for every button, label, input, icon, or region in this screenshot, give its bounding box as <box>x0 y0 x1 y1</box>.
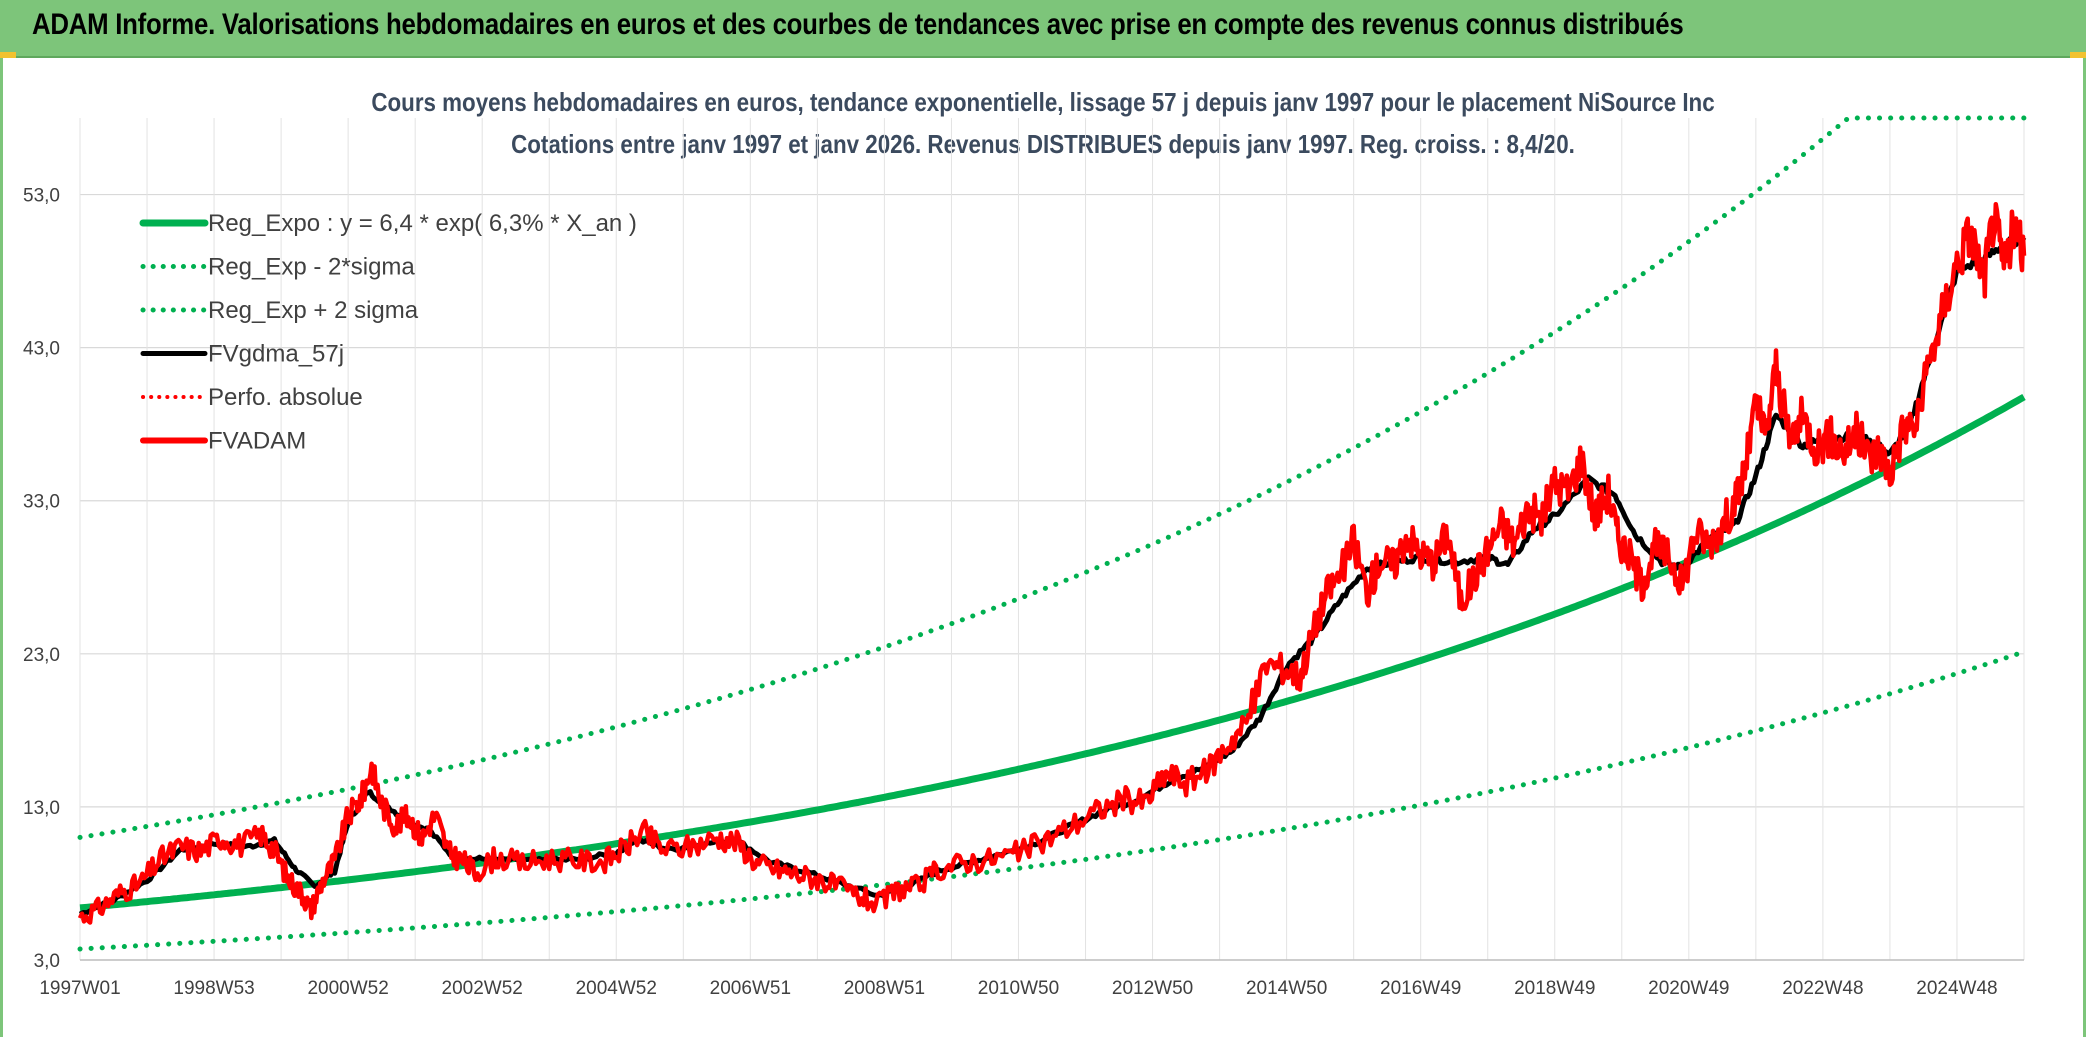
y-tick-label: 3,0 <box>34 951 60 972</box>
x-tick-label: 2000W52 <box>307 978 388 999</box>
x-tick-label: 2024W48 <box>1916 978 1997 999</box>
chart-subtitle: Cotations entre janv 1997 et janv 2026. … <box>511 129 1575 159</box>
y-tick-label: 33,0 <box>23 492 60 513</box>
x-tick-label: 2012W50 <box>1112 978 1193 999</box>
x-tick-label: 2018W49 <box>1514 978 1595 999</box>
y-axis: 3,0 13,0 23,0 33,0 43,0 53,0 <box>23 186 60 972</box>
x-tick-label: 2020W49 <box>1648 978 1729 999</box>
chart-title: Cours moyens hebdomadaires en euros, ten… <box>371 87 1715 117</box>
y-tick-label: 13,0 <box>23 798 60 819</box>
legend-label: FVgdma_57j <box>208 341 344 368</box>
series-reg-expo <box>79 393 2026 912</box>
x-tick-label: 2016W49 <box>1380 978 1461 999</box>
corner-mark-right <box>2070 52 2086 58</box>
series-fvgdma-57j <box>78 232 2027 917</box>
x-tick-label: 1998W53 <box>173 978 254 999</box>
chart-frame <box>0 58 2086 1037</box>
legend-label: Reg_Exp - 2*sigma <box>208 254 415 281</box>
legend-label: Reg_Expo : y = 6,4 * exp( 6,3% * X_an ) <box>208 210 637 237</box>
y-tick-label: 23,0 <box>23 645 60 666</box>
corner-mark-left <box>0 52 16 58</box>
x-tick-label: 2008W51 <box>844 978 925 999</box>
x-tick-label: 2010W50 <box>978 978 1059 999</box>
legend-label: Perfo. absolue <box>208 384 363 411</box>
x-axis: 1997W01 1998W53 2000W52 2002W52 2004W52 2006W… <box>39 978 1997 999</box>
y-tick-label: 53,0 <box>23 186 60 207</box>
x-tick-label: 2014W50 <box>1246 978 1327 999</box>
x-tick-label: 2006W51 <box>710 978 791 999</box>
chart-legend: Reg_Expo : y = 6,4 * exp( 6,3% * X_an ) R… <box>139 210 637 455</box>
x-tick-label: 2002W52 <box>442 978 523 999</box>
x-tick-label: 1997W01 <box>39 978 120 999</box>
series-reg-exp-minus-2sigma <box>77 649 2027 952</box>
legend-label: Reg_Exp + 2 sigma <box>208 297 419 324</box>
chart-series <box>77 115 2027 952</box>
report-title: ADAM Informe. Valorisations hebdomadaire… <box>32 8 1684 41</box>
x-tick-label: 2022W48 <box>1782 978 1863 999</box>
x-tick-label: 2004W52 <box>576 978 657 999</box>
y-tick-label: 43,0 <box>23 339 60 360</box>
legend-label: FVADAM <box>208 428 306 455</box>
report-banner: ADAM Informe. Valorisations hebdomadaire… <box>0 0 2086 58</box>
series-fvadam <box>77 201 2027 925</box>
